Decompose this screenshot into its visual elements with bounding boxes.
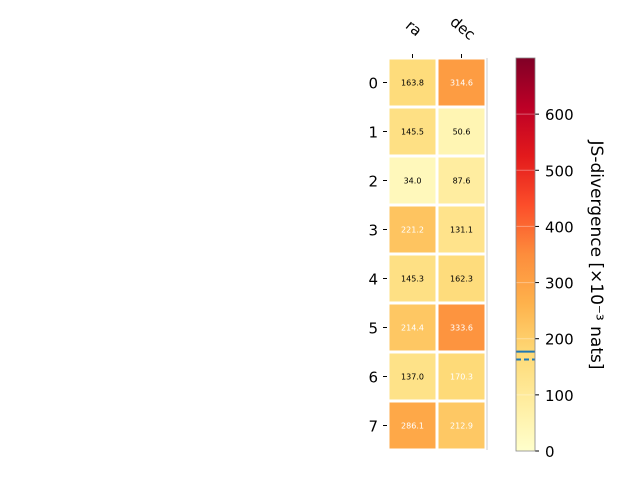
heatmap-cells: 163.8 314.6 145.5 50.6 34.0 87.6 221.2 131.1 145…: [389, 58, 488, 450]
row-label: 4: [368, 271, 378, 289]
row-label: 5: [368, 320, 378, 338]
colorbar-tick-label: 200: [545, 331, 574, 349]
cell-value-label: 50.6: [453, 128, 471, 137]
colorbar-label: JS-divergence [×10⁻³ nats]: [586, 140, 606, 370]
row-label: 2: [368, 173, 378, 191]
column-label: ra: [402, 16, 425, 40]
cell-value-label: 163.8: [401, 79, 424, 88]
cell-value-label: 314.6: [450, 79, 473, 88]
cell-value-label: 170.3: [450, 373, 473, 382]
column-labels: ra dec: [402, 13, 479, 58]
colorbar-tick-label: 600: [545, 106, 574, 124]
cell-value-label: 131.1: [450, 226, 473, 235]
heatmap-cell: [438, 304, 485, 351]
row-label: 0: [368, 75, 378, 93]
cell-value-label: 34.0: [404, 177, 422, 186]
heatmap-cell: [438, 353, 485, 400]
cell-value-label: 145.3: [401, 275, 424, 284]
colorbar-gradient: [516, 58, 535, 451]
heatmap-cell: [438, 108, 485, 155]
cell-value-label: 145.5: [401, 128, 424, 137]
colorbar-tick-label: 400: [545, 218, 574, 236]
cell-value-label: 221.2: [401, 226, 424, 235]
colorbar: 0 100 200 300 400 500 600: [515, 57, 574, 461]
row-label: 1: [368, 124, 378, 142]
cell-value-label: 87.6: [453, 177, 471, 186]
cell-value-label: 162.3: [450, 275, 473, 284]
heatmap-cell: [438, 206, 485, 253]
cell-value-label: 137.0: [401, 373, 424, 382]
row-labels: 0 1 2 3 4 5 6 7: [368, 75, 387, 436]
heatmap-cell: [389, 402, 436, 449]
cell-value-label: 286.1: [401, 422, 424, 431]
heatmap-cell: [438, 59, 485, 106]
colorbar-outline: [515, 57, 536, 452]
heatmap-cell: [438, 402, 485, 449]
heatmap-cell: [389, 157, 436, 204]
heatmap-cell: [438, 157, 485, 204]
colorbar-tick-label: 300: [545, 275, 574, 293]
colorbar-tick-label: 100: [545, 387, 574, 405]
heatmap-cell: [389, 206, 436, 253]
cell-value-label: 214.4: [401, 324, 424, 333]
colorbar-tick-label: 500: [545, 162, 574, 180]
cell-value-label: 333.6: [450, 324, 473, 333]
heatmap-cell: [389, 304, 436, 351]
heatmap-cell: [438, 255, 485, 302]
heatmap-cell: [389, 255, 436, 302]
cell-value-label: 212.9: [450, 422, 473, 431]
heatmap-cell: [389, 59, 436, 106]
heatmap-cell: [389, 108, 436, 155]
colorbar-tick-label: 0: [545, 443, 555, 461]
column-label: dec: [447, 13, 479, 44]
row-label: 6: [368, 369, 378, 387]
row-label: 3: [368, 222, 378, 240]
row-label: 7: [368, 418, 378, 436]
heatmap-cell: [389, 353, 436, 400]
